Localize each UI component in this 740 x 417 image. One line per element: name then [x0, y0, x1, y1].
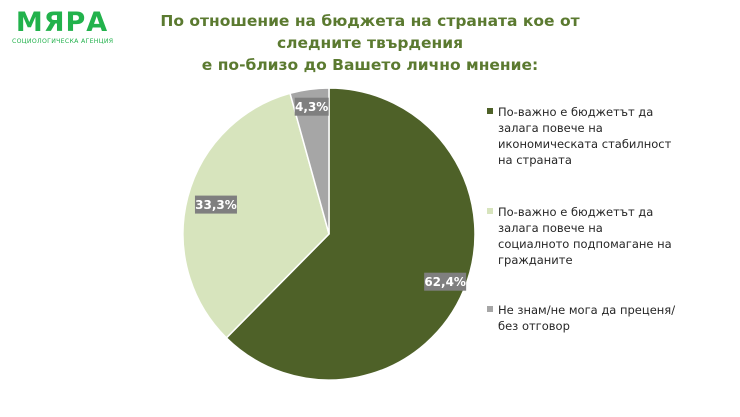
legend-label-social-support: По-важно е бюджетът да залага повече на … [498, 205, 672, 267]
legend-item-social-support: По-важно е бюджетът да залага повече на … [487, 204, 677, 268]
legend-label-dont-know: Не знам/не мога да преценя/без отговор [498, 303, 676, 333]
chart-title-line-1: По отношение на бюджета на страната кое … [160, 12, 580, 52]
data-label-text-dont-know: 4,3% [295, 100, 328, 114]
data-label-text-economic-stability: 62,4% [424, 275, 466, 289]
data-label-background-dont-know [294, 97, 329, 116]
data-label-background-social-support [194, 195, 237, 214]
data-label-economic-stability: 62,4% [424, 272, 467, 291]
data-label-background-economic-stability [424, 272, 467, 291]
data-label-dont-know: 4,3% [294, 97, 329, 116]
legend-swatch-social-support [487, 208, 493, 214]
pie-slice-social-support [182, 92, 330, 339]
legend-swatch-dont-know [487, 306, 493, 312]
legend-item-dont-know: Не знам/не мога да преценя/без отговор [487, 302, 677, 334]
legend-swatch-economic-stability [487, 108, 493, 114]
chart-title: По отношение на бюджета на страната кое … [120, 10, 620, 76]
legend-item-economic-stability: По-важно е бюджетът да залага повече на … [487, 104, 677, 168]
logo: МЯРА СОЦИОЛОГИЧЕСКА АГЕНЦИЯ [12, 7, 114, 46]
data-label-social-support: 33,3% [194, 195, 237, 214]
legend-label-economic-stability: По-важно е бюджетът да залага повече на … [498, 105, 672, 167]
data-label-text-social-support: 33,3% [195, 198, 237, 212]
logo-name: МЯРА [15, 7, 109, 38]
pie-slice-dont-know [289, 87, 330, 235]
logo-subtitle: СОЦИОЛОГИЧЕСКА АГЕНЦИЯ [12, 38, 114, 45]
chart-title-line-2: е по-близо до Вашето лично мнение: [201, 56, 539, 74]
